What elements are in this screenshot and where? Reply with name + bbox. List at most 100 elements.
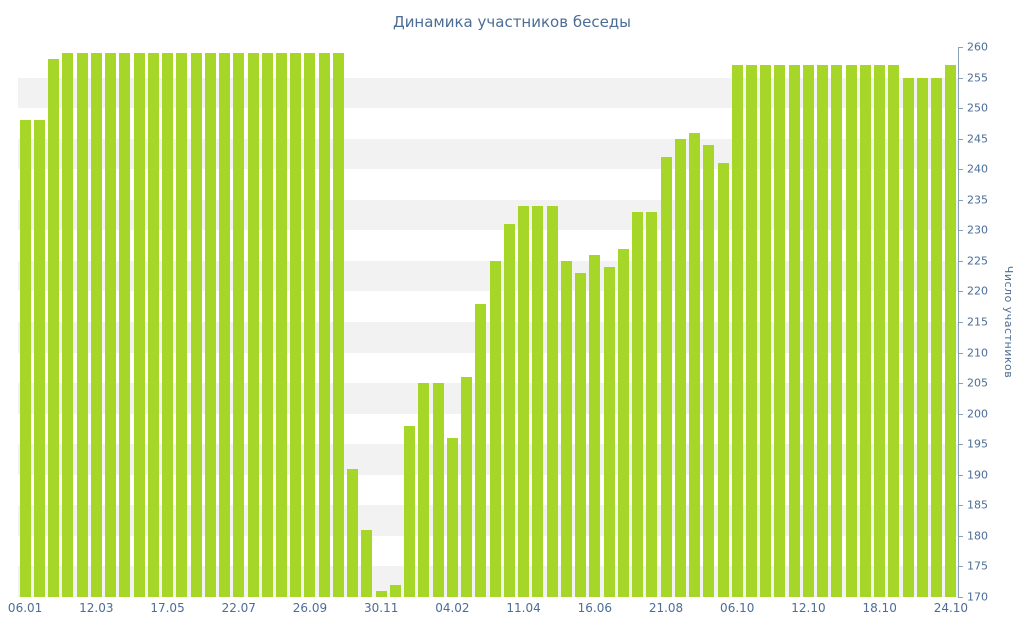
y-tick-label: 190 xyxy=(967,468,988,482)
bar[interactable] xyxy=(347,468,359,597)
bar[interactable] xyxy=(831,65,843,597)
bar[interactable] xyxy=(717,163,729,597)
y-tick-label: 210 xyxy=(967,346,988,360)
y-tick-mark xyxy=(958,199,963,201)
bar[interactable] xyxy=(575,273,587,597)
y-tick-mark xyxy=(958,597,963,598)
bar[interactable] xyxy=(931,77,943,597)
bar[interactable] xyxy=(176,53,188,597)
x-tick-label: 21.08 xyxy=(648,601,684,615)
x-tick-label: 06.10 xyxy=(720,601,755,615)
bar[interactable] xyxy=(660,157,672,597)
y-tick-label: 220 xyxy=(967,284,988,298)
grid-band xyxy=(18,199,958,231)
y-tick-mark xyxy=(958,77,963,79)
bar[interactable] xyxy=(48,59,60,597)
x-tick-label: 04.02 xyxy=(435,601,470,615)
y-tick-mark xyxy=(958,566,963,568)
bar[interactable] xyxy=(646,212,658,597)
bar[interactable] xyxy=(560,260,572,597)
bar[interactable] xyxy=(418,383,430,597)
bar[interactable] xyxy=(133,53,145,597)
x-tick-label: 16.06 xyxy=(577,601,612,615)
y-tick-mark xyxy=(958,230,963,232)
bar[interactable] xyxy=(90,53,102,597)
x-tick-label: 22.07 xyxy=(221,601,256,615)
bar[interactable] xyxy=(489,260,501,597)
bar[interactable] xyxy=(432,383,444,597)
y-tick-label: 180 xyxy=(967,529,988,543)
bar[interactable] xyxy=(503,224,515,597)
bar[interactable] xyxy=(33,120,45,597)
y-tick-label: 255 xyxy=(967,71,988,85)
bar[interactable] xyxy=(105,53,117,597)
bar[interactable] xyxy=(774,65,786,597)
bar[interactable] xyxy=(404,425,416,597)
plot-area xyxy=(18,47,958,597)
y-tick-mark xyxy=(958,413,963,415)
bar[interactable] xyxy=(275,53,287,597)
bar[interactable] xyxy=(745,65,757,597)
bar[interactable] xyxy=(389,584,401,597)
bar[interactable] xyxy=(461,377,473,597)
x-tick-label: 06.01 xyxy=(7,601,43,615)
bar[interactable] xyxy=(689,132,700,597)
grid-band xyxy=(18,260,958,292)
bar[interactable] xyxy=(589,254,601,597)
bar[interactable] xyxy=(617,248,629,597)
bar[interactable] xyxy=(731,65,743,597)
y-tick-label: 175 xyxy=(967,559,988,573)
bar[interactable] xyxy=(119,53,131,597)
bar[interactable] xyxy=(859,65,871,597)
bar[interactable] xyxy=(361,529,373,597)
bar[interactable] xyxy=(802,65,814,597)
bar[interactable] xyxy=(318,53,330,597)
bar[interactable] xyxy=(603,267,615,597)
y-tick-mark xyxy=(958,291,963,293)
bar[interactable] xyxy=(290,53,302,597)
bar[interactable] xyxy=(945,65,957,597)
y-tick-label: 230 xyxy=(967,223,988,237)
bar[interactable] xyxy=(204,53,216,597)
bar[interactable] xyxy=(674,138,686,597)
y-axis: 170 175 180 185 190 195 200 205 210 215 220 225 230 2… xyxy=(958,42,1024,603)
y-tick-mark xyxy=(958,260,963,262)
bar[interactable] xyxy=(375,590,387,597)
bar[interactable] xyxy=(532,205,544,597)
bar[interactable] xyxy=(62,53,74,597)
bar[interactable] xyxy=(147,53,159,597)
y-tick-label: 250 xyxy=(967,101,988,115)
y-tick-mark xyxy=(958,505,963,507)
bar[interactable] xyxy=(162,53,174,597)
y-tick-mark xyxy=(958,383,963,385)
bar[interactable] xyxy=(304,53,316,597)
x-tick-label: 30.11 xyxy=(363,601,399,615)
bar[interactable] xyxy=(233,53,245,597)
bar[interactable] xyxy=(760,65,772,597)
bar[interactable] xyxy=(219,53,230,597)
bar[interactable] xyxy=(518,205,530,597)
bar[interactable] xyxy=(888,65,900,597)
y-tick-label: 225 xyxy=(967,254,988,268)
y-tick-label: 205 xyxy=(967,376,988,390)
bar[interactable] xyxy=(916,77,928,597)
y-tick-mark xyxy=(958,47,963,48)
bar[interactable] xyxy=(874,65,886,597)
bar[interactable] xyxy=(703,144,715,597)
bar[interactable] xyxy=(902,77,914,597)
x-tick-label: 12.10 xyxy=(791,601,826,615)
bar[interactable] xyxy=(788,65,800,597)
bar[interactable] xyxy=(76,53,88,597)
y-tick-mark xyxy=(958,352,963,354)
bar[interactable] xyxy=(247,53,259,597)
bar[interactable] xyxy=(546,205,558,597)
bar[interactable] xyxy=(19,120,31,597)
bar[interactable] xyxy=(190,53,202,597)
bar[interactable] xyxy=(475,303,487,597)
bar[interactable] xyxy=(332,53,344,597)
bar[interactable] xyxy=(446,438,458,597)
bar[interactable] xyxy=(261,53,273,597)
bar[interactable] xyxy=(817,65,829,597)
bar[interactable] xyxy=(845,65,857,597)
bar[interactable] xyxy=(632,212,644,597)
